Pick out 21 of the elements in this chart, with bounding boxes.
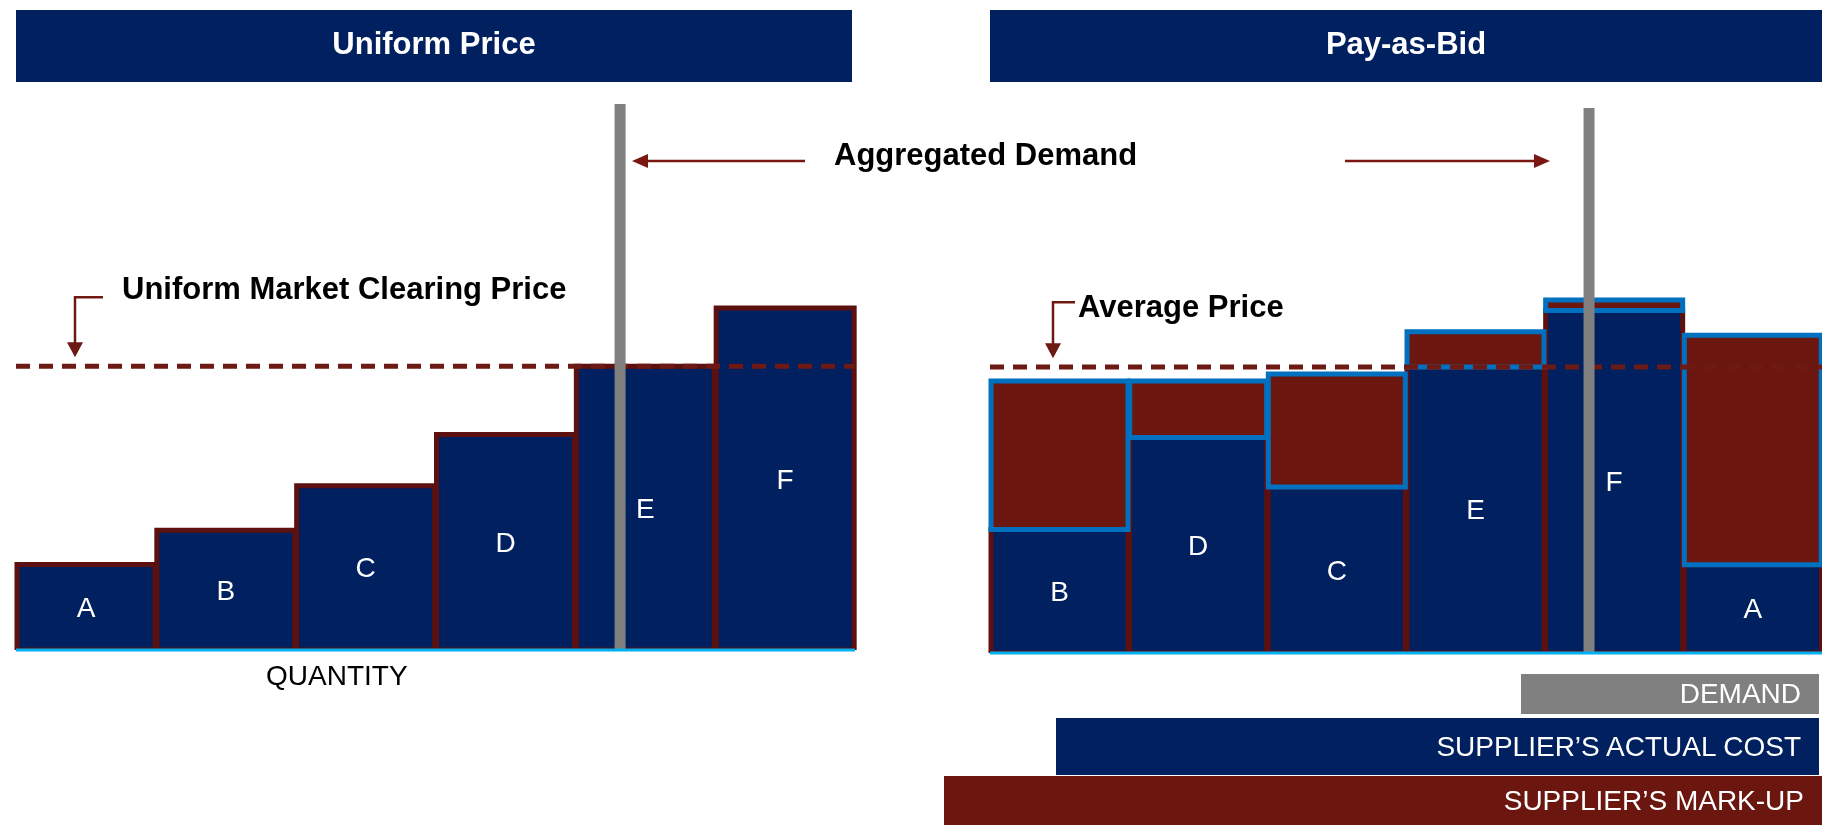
x-tick-label: E bbox=[1466, 494, 1485, 526]
x-tick-label: A bbox=[1743, 593, 1763, 625]
x-axis-title: QUANTITY bbox=[266, 659, 408, 693]
x-tick-label: D bbox=[495, 526, 516, 558]
chart-title: Pay-as-Bid bbox=[990, 10, 1822, 82]
x-tick-label: F bbox=[1605, 466, 1623, 498]
x-tick-label: B bbox=[1050, 575, 1069, 607]
chart-title: Uniform Price bbox=[16, 10, 852, 82]
x-tick-label: A bbox=[76, 591, 96, 623]
text: DEMAND bbox=[1521, 674, 1819, 714]
x-tick-label: D bbox=[1188, 529, 1209, 561]
text: SUPPLIER’S MARK-UP bbox=[944, 776, 1822, 825]
ref-line-label: Average Price bbox=[1078, 289, 1284, 324]
ref-line-label: Uniform Market Clearing Price bbox=[122, 271, 567, 307]
x-tick-label: B bbox=[216, 574, 236, 606]
x-tick-label: E bbox=[635, 492, 655, 524]
x-tick-label: C bbox=[355, 552, 376, 584]
x-tick-label: C bbox=[1326, 554, 1347, 586]
text: SUPPLIER’S ACTUAL COST bbox=[1056, 718, 1819, 775]
text: Aggregated Demand bbox=[834, 136, 1138, 174]
x-tick-label: F bbox=[776, 463, 794, 495]
